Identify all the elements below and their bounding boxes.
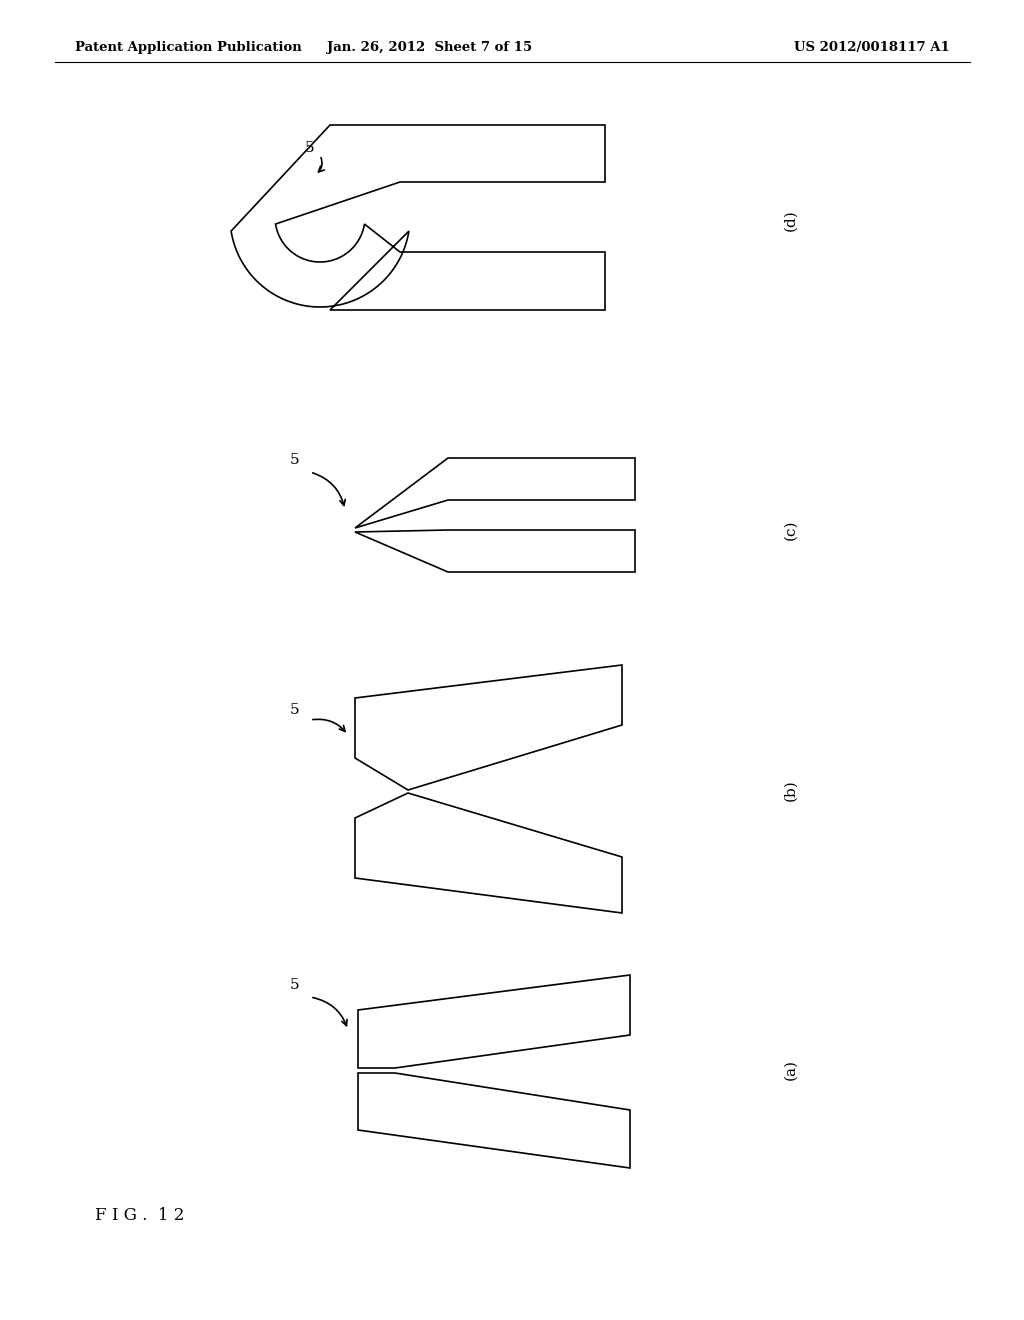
Text: (b): (b) [783, 779, 797, 801]
Polygon shape [358, 1073, 630, 1168]
Text: 5: 5 [290, 704, 300, 717]
Text: (c): (c) [783, 520, 797, 540]
Text: 5: 5 [305, 141, 314, 154]
Polygon shape [358, 975, 630, 1068]
Text: 5: 5 [290, 978, 300, 993]
Text: Jan. 26, 2012  Sheet 7 of 15: Jan. 26, 2012 Sheet 7 of 15 [328, 41, 532, 54]
Text: Patent Application Publication: Patent Application Publication [75, 41, 302, 54]
Polygon shape [355, 531, 635, 572]
Polygon shape [355, 458, 635, 528]
Text: 5: 5 [290, 453, 300, 467]
Text: (a): (a) [783, 1060, 797, 1081]
Text: F I G .  1 2: F I G . 1 2 [95, 1206, 184, 1224]
Text: (d): (d) [783, 209, 797, 231]
Text: US 2012/0018117 A1: US 2012/0018117 A1 [795, 41, 950, 54]
Polygon shape [355, 793, 622, 913]
Polygon shape [355, 665, 622, 789]
Polygon shape [231, 125, 605, 310]
